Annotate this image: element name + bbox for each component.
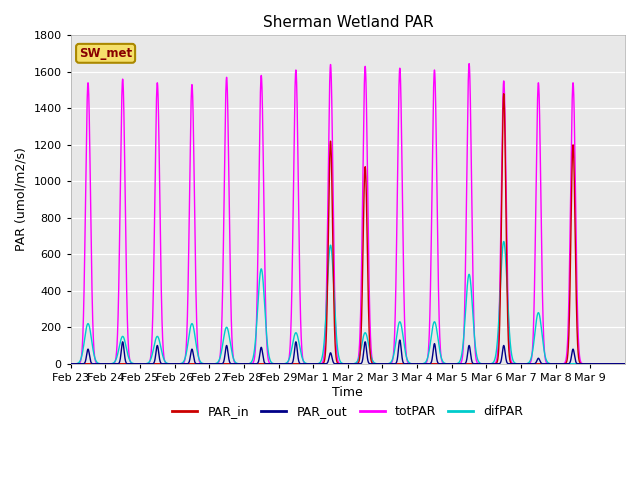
X-axis label: Time: Time: [332, 385, 364, 398]
Text: SW_met: SW_met: [79, 47, 132, 60]
Title: Sherman Wetland PAR: Sherman Wetland PAR: [262, 15, 433, 30]
Y-axis label: PAR (umol/m2/s): PAR (umol/m2/s): [15, 147, 28, 252]
Legend: PAR_in, PAR_out, totPAR, difPAR: PAR_in, PAR_out, totPAR, difPAR: [167, 400, 529, 423]
